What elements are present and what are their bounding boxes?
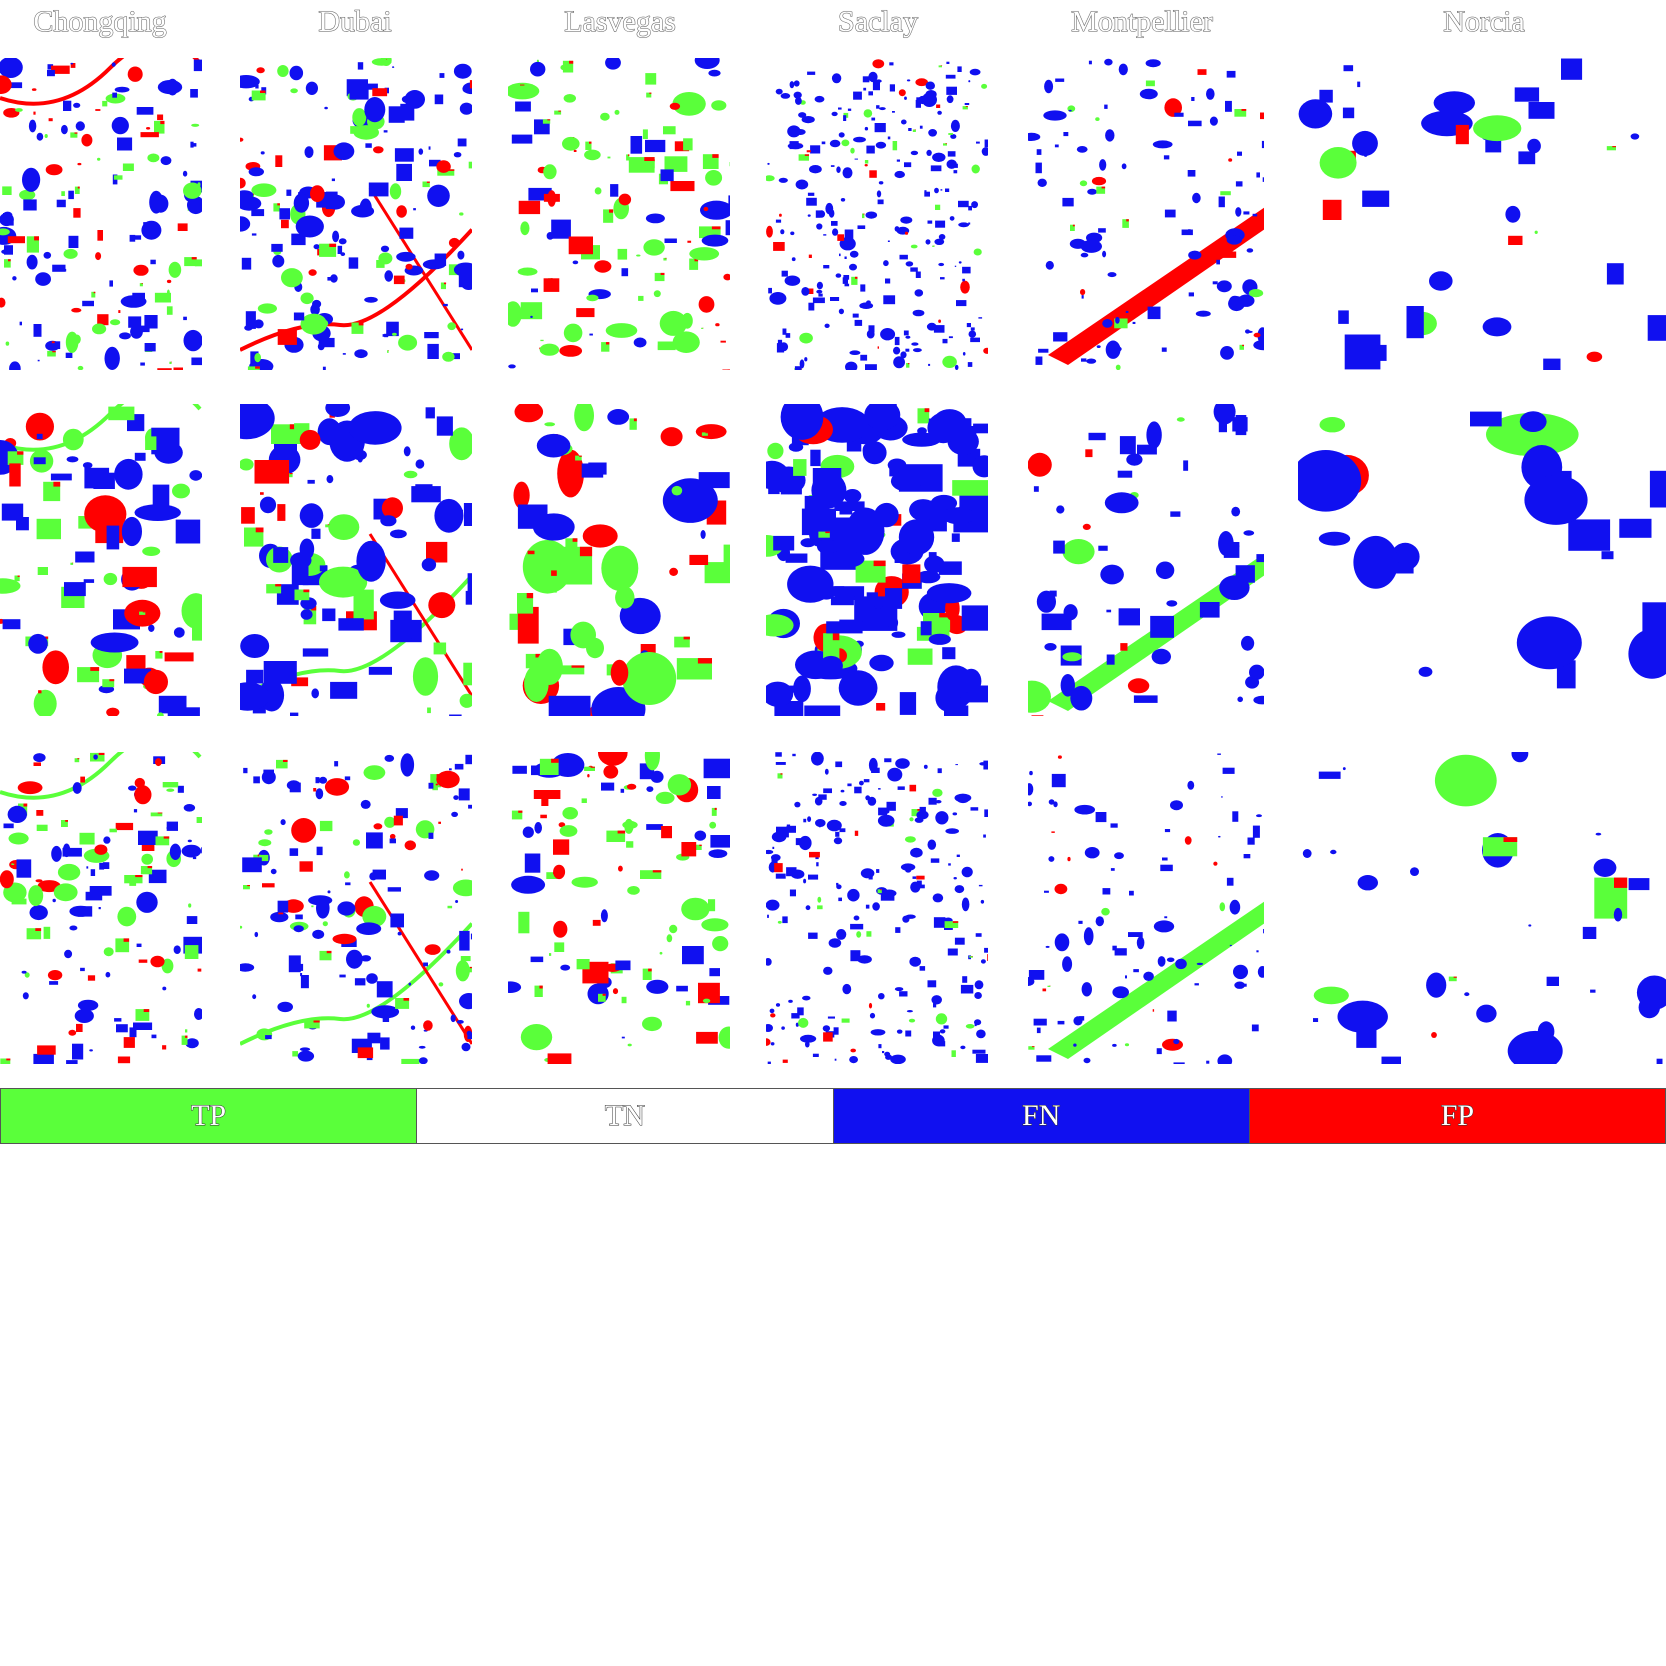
panel-dubai-row-3 [240, 752, 472, 1064]
column-title-montpellier: Montpellier [1071, 5, 1214, 39]
panel-montpellier-row-2 [1028, 404, 1264, 716]
panel-dubai-row-2 [240, 404, 472, 716]
column-title-chongqing: Chongqing [33, 5, 167, 39]
legend-fn: FN [833, 1089, 1250, 1143]
legend-tn: TN [417, 1089, 834, 1143]
panel-saclay-row-1 [766, 58, 988, 370]
panel-norcia-row-3 [1298, 752, 1666, 1064]
column-title-lasvegas: Lasvegas [564, 5, 677, 39]
panel-chongqing-row-2 [0, 404, 202, 716]
panel-lasvegas-row-3 [508, 752, 730, 1064]
legend-tn-label: TN [604, 1099, 645, 1133]
panel-saclay-row-2 [766, 404, 988, 716]
column-title-saclay: Saclay [838, 5, 919, 39]
panel-lasvegas-row-2 [508, 404, 730, 716]
legend-fp: FP [1249, 1089, 1665, 1143]
panel-chongqing-row-1 [0, 58, 202, 370]
legend-tp-label: TP [191, 1099, 227, 1133]
column-title-dubai: Dubai [318, 5, 392, 39]
legend-tp: TP [1, 1089, 418, 1143]
column-title-norcia: Norcia [1443, 5, 1526, 39]
legend-fp-label: FP [1440, 1099, 1475, 1133]
panel-chongqing-row-3 [0, 752, 202, 1064]
panel-montpellier-row-1 [1028, 58, 1264, 370]
legend: TP TN FN FP [0, 1088, 1666, 1144]
legend-fn-label: FN [1021, 1099, 1061, 1133]
panel-montpellier-row-3 [1028, 752, 1264, 1064]
panel-saclay-row-3 [766, 752, 988, 1064]
panel-lasvegas-row-1 [508, 58, 730, 370]
panel-dubai-row-1 [240, 58, 472, 370]
panel-norcia-row-1 [1298, 58, 1666, 370]
panel-norcia-row-2 [1298, 404, 1666, 716]
